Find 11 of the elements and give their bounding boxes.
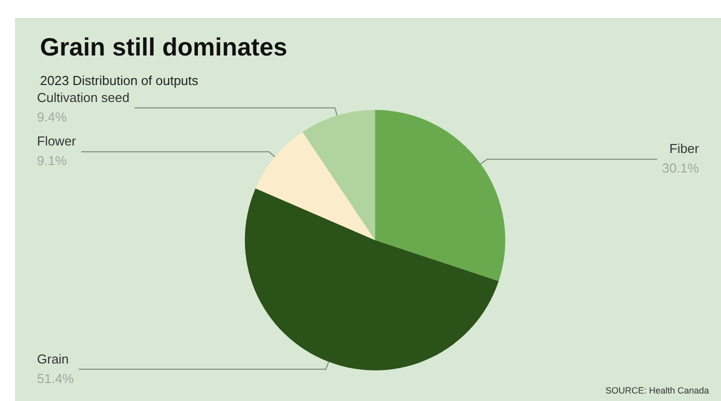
slice-label: Cultivation seed bbox=[37, 90, 130, 105]
slice-label: Flower bbox=[37, 134, 77, 149]
data-label: 9.4% bbox=[37, 109, 68, 124]
source-note: SOURCE: Health Canada bbox=[605, 386, 710, 396]
chart-subtitle: 2023 Distribution of outputs bbox=[40, 73, 199, 88]
data-label: 51.4% bbox=[37, 370, 74, 386]
slice-label: Grain bbox=[37, 351, 69, 366]
data-label: 9.1% bbox=[37, 153, 68, 168]
chart-title: Grain still dominates bbox=[40, 34, 288, 62]
data-label: 30.1% bbox=[662, 160, 700, 176]
slice-label: Fiber bbox=[669, 141, 700, 156]
